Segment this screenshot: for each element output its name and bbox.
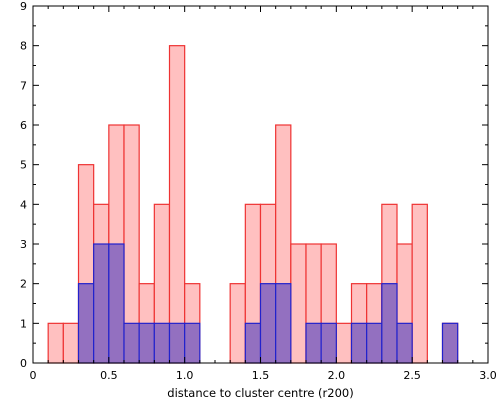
x-tick-label: 0 <box>30 369 37 382</box>
histogram-bar-series-2 <box>275 283 292 364</box>
histogram-bar-series-2 <box>259 283 277 364</box>
x-tick-label: 0.5 <box>100 369 118 382</box>
histogram-bar-series-2 <box>320 322 337 364</box>
histogram-bar-series-2 <box>77 283 95 364</box>
histogram-bar-series-1 <box>290 243 307 364</box>
histogram-bar-series-2 <box>381 283 398 364</box>
histogram-bar-series-2 <box>108 243 125 364</box>
y-tick-label: 6 <box>20 119 27 132</box>
y-tick-label: 1 <box>20 317 27 330</box>
histogram-bar-series-1 <box>335 322 353 364</box>
x-axis-label: distance to cluster centre (r200) <box>167 386 353 400</box>
y-tick-label: 3 <box>20 238 27 251</box>
histogram-bar-series-2 <box>168 322 186 364</box>
histogram-bar-series-2 <box>244 322 262 364</box>
y-tick-label: 2 <box>20 278 27 291</box>
histogram-bar-series-2 <box>305 322 322 364</box>
histogram-bar-series-1 <box>47 322 64 364</box>
histogram-bar-series-2 <box>396 322 413 364</box>
y-tick-label: 4 <box>20 198 27 211</box>
x-tick-label: 1.5 <box>252 369 270 382</box>
histogram-bar-series-2 <box>350 322 368 364</box>
histogram-bar-series-2 <box>184 322 201 364</box>
ticks-layer: 0 0.5 1.0 1.5 2.0 2.5 3.0 0 1 2 3 4 5 6 7 8 9 <box>20 0 497 382</box>
x-tick-label: 2.5 <box>403 369 421 382</box>
histogram-bar-series-2 <box>441 322 459 364</box>
y-tick-label: 5 <box>20 159 27 172</box>
x-tick-label: 1.0 <box>176 369 194 382</box>
x-tick-label: 3.0 <box>479 369 497 382</box>
histogram-bar-series-2 <box>123 322 140 364</box>
bars-layer <box>47 45 459 364</box>
x-tick-label: 2.0 <box>328 369 346 382</box>
histogram-bar-series-1 <box>168 45 186 364</box>
y-tick-label: 9 <box>20 0 27 13</box>
y-tick-label: 0 <box>20 357 27 370</box>
histogram-bar-series-2 <box>93 243 110 364</box>
histogram-bar-series-1 <box>411 203 428 364</box>
histogram-bar-series-1 <box>62 322 80 364</box>
histogram-bar-series-1 <box>229 283 246 364</box>
histogram-bar-series-2 <box>153 322 171 364</box>
y-tick-label: 8 <box>20 40 27 53</box>
histogram-bar-series-2 <box>138 322 155 364</box>
histogram-bar-series-2 <box>366 322 383 364</box>
y-tick-label: 7 <box>20 79 27 92</box>
